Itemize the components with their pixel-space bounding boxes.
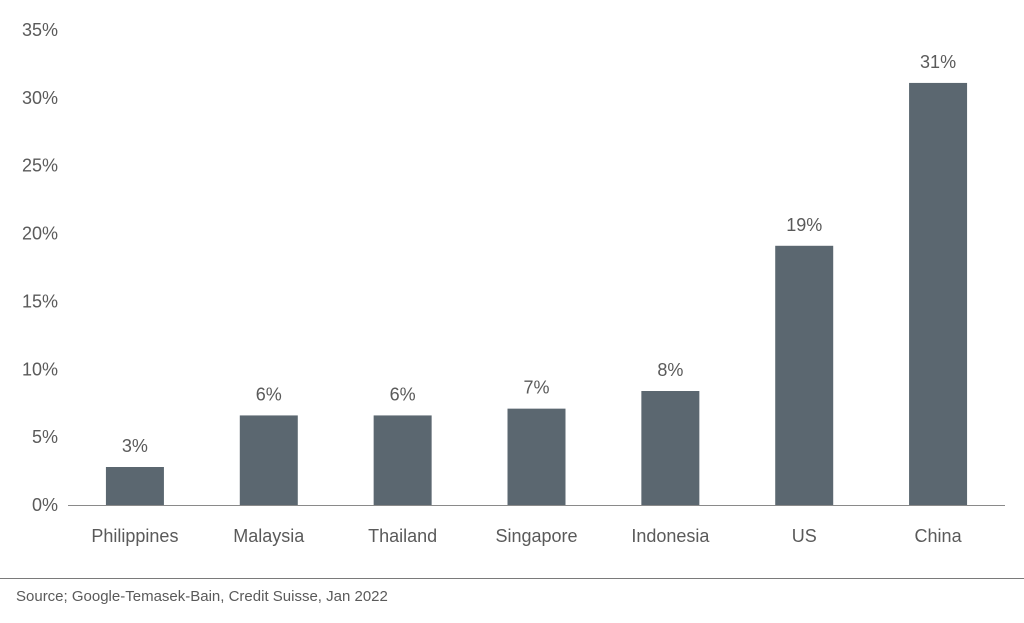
data-label: 6% (256, 384, 282, 404)
bar (641, 391, 700, 505)
x-tick-label: Philippines (91, 526, 178, 546)
data-label: 31% (920, 52, 956, 72)
y-tick-label: 10% (22, 359, 58, 379)
bar (239, 415, 298, 505)
x-tick-label: Singapore (495, 526, 577, 546)
bar (507, 408, 566, 505)
x-tick-label: US (792, 526, 817, 546)
bar (373, 415, 432, 505)
y-tick-label: 25% (22, 156, 58, 176)
x-tick-label: Indonesia (631, 526, 710, 546)
bar (775, 245, 834, 506)
bar-chart: 0% 5% 10% 15% 20% 25% 30% 35% 3% Philippines 6% Mal… (22, 20, 1005, 546)
y-tick-label: 30% (22, 88, 58, 108)
bar (909, 82, 968, 505)
bar (105, 467, 164, 505)
data-label: 6% (390, 384, 416, 404)
source-note: Source; Google-Temasek-Bain, Credit Suis… (16, 588, 388, 605)
data-label: 7% (523, 378, 549, 398)
y-tick-label: 0% (32, 495, 58, 515)
y-tick-label: 20% (22, 224, 58, 244)
data-label: 8% (657, 360, 683, 380)
y-tick-label: 35% (22, 20, 58, 40)
data-label: 19% (786, 215, 822, 235)
x-tick-label: Malaysia (233, 526, 305, 546)
y-tick-label: 5% (32, 427, 58, 447)
x-tick-label: China (915, 526, 963, 546)
x-tick-label: Thailand (368, 526, 437, 546)
y-tick-label: 15% (22, 291, 58, 311)
source-divider (0, 578, 1024, 579)
data-label: 3% (122, 436, 148, 456)
